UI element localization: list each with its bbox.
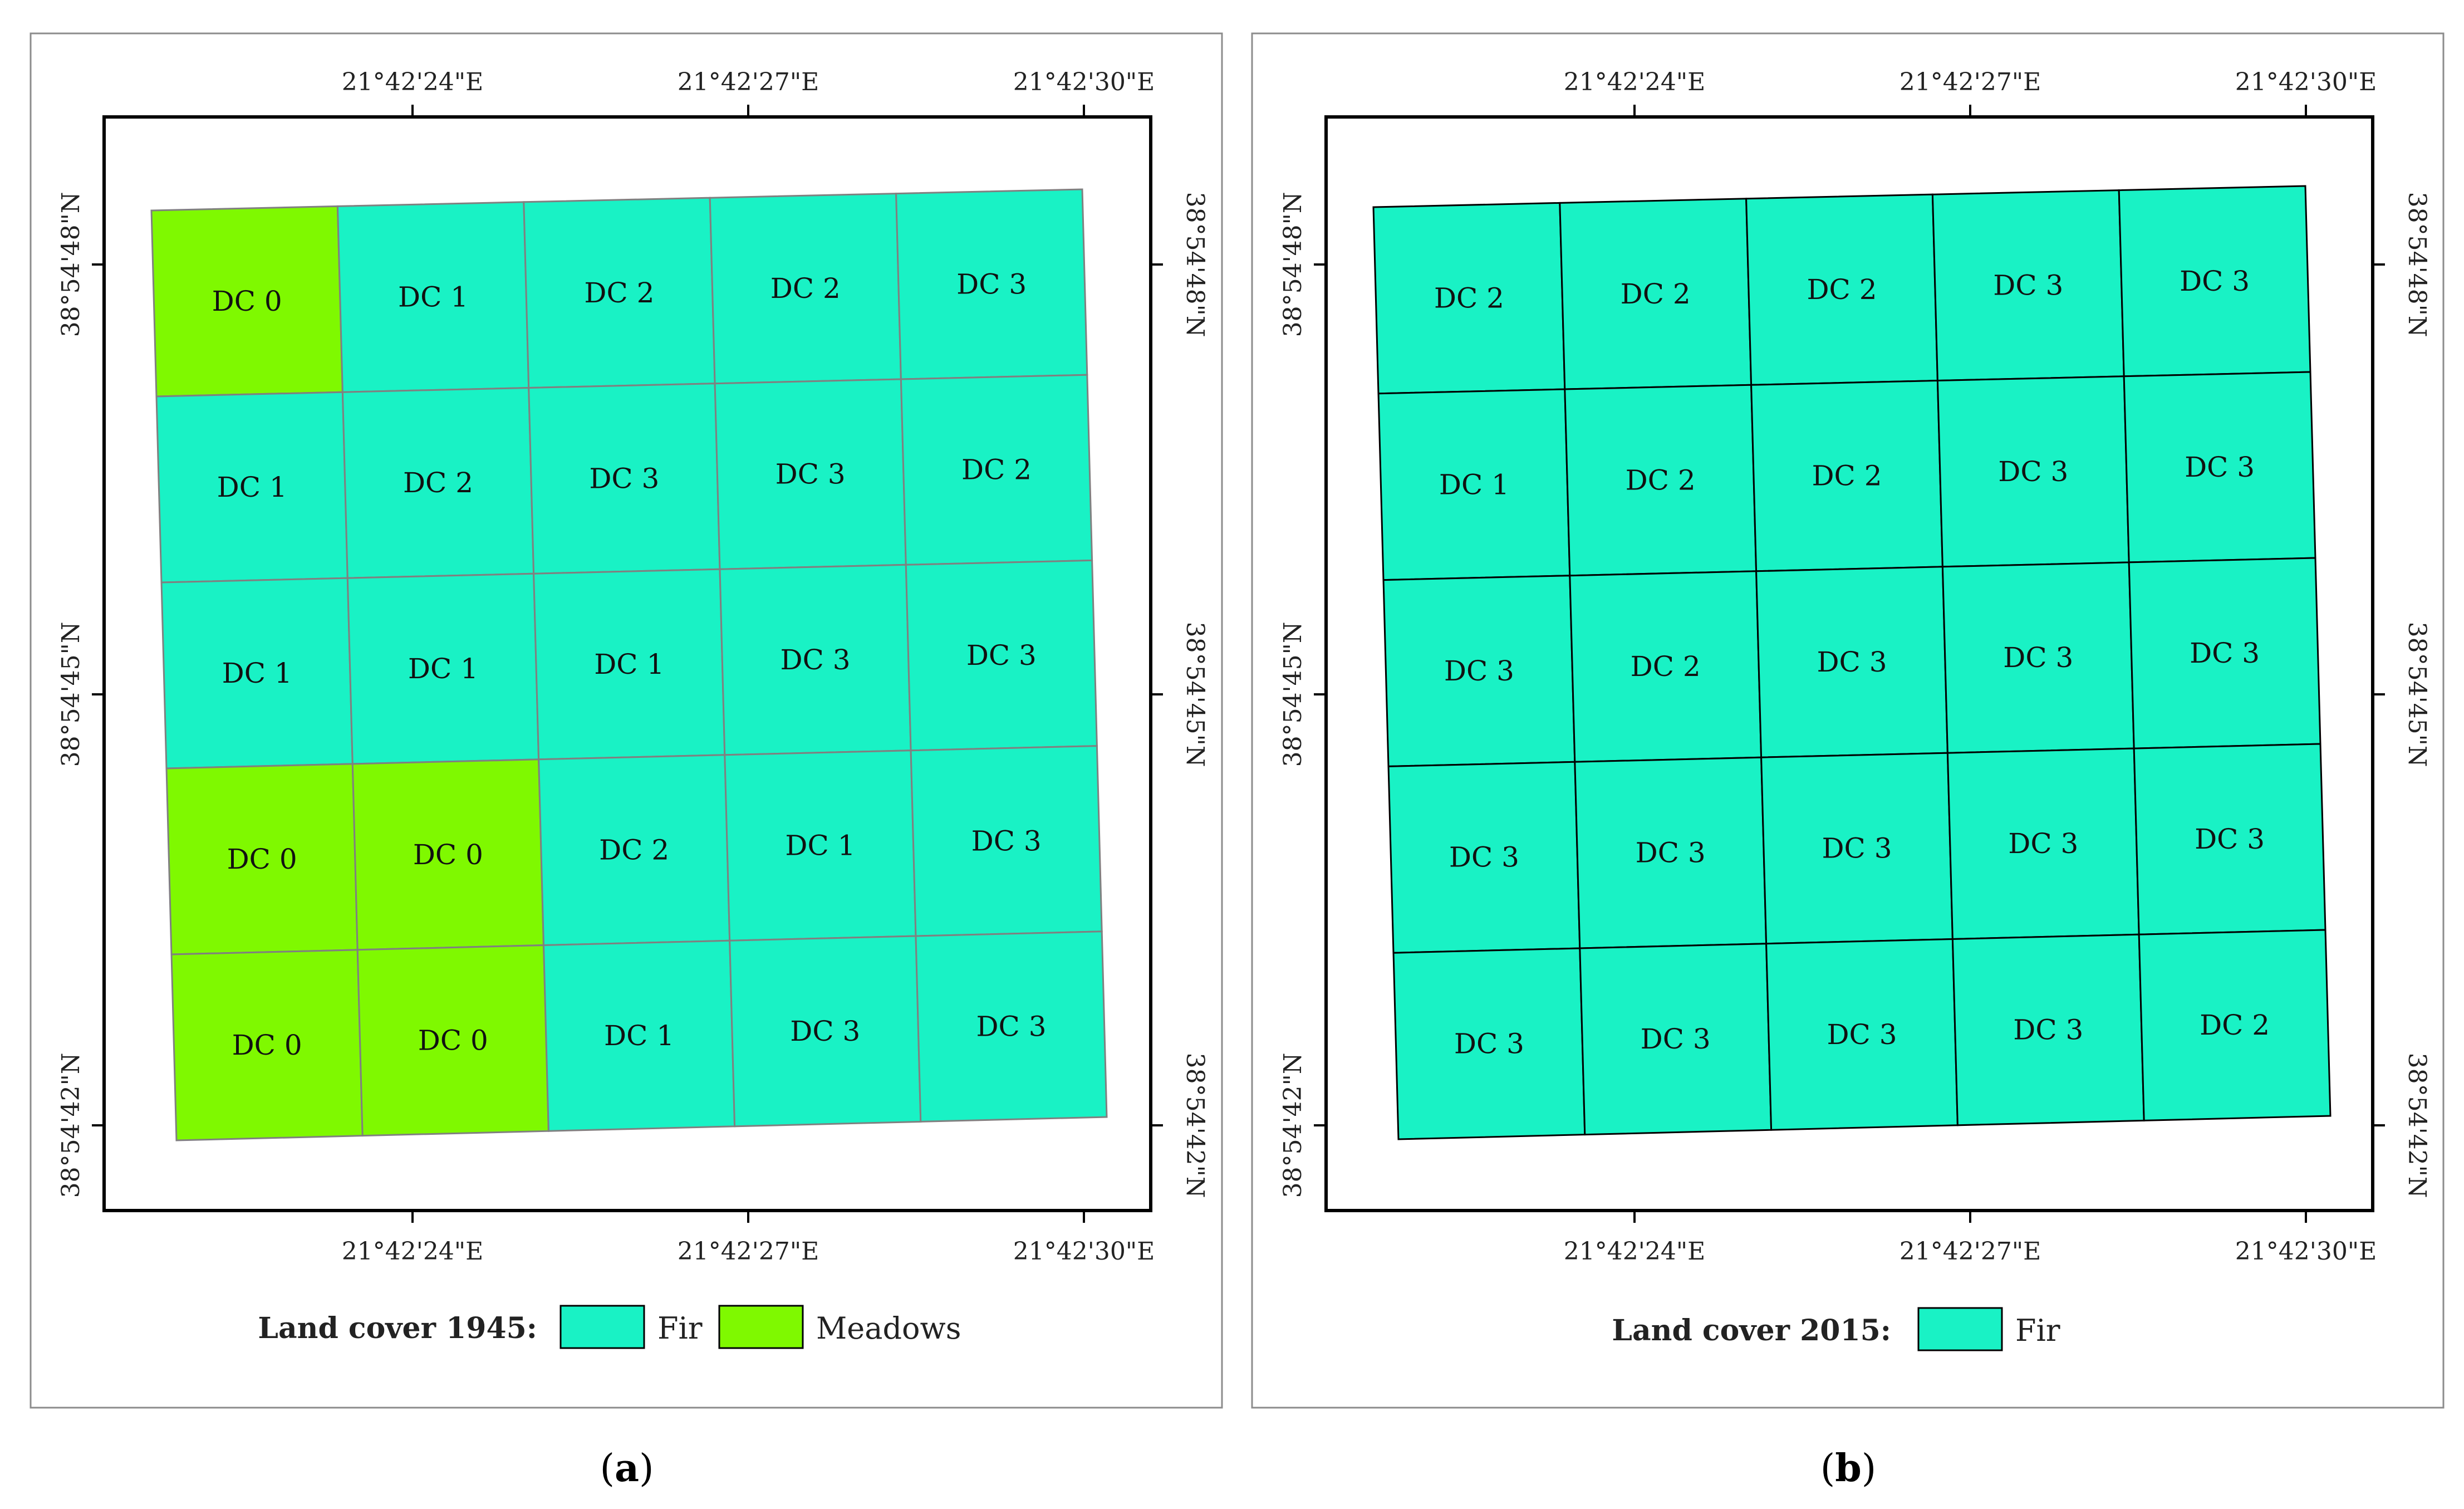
cell-label: DC 3 (775, 458, 846, 491)
cell-label: DC 3 (1444, 655, 1514, 687)
cell-label: DC 0 (212, 285, 282, 317)
legend-title: Land cover 2015: (1612, 1314, 1891, 1348)
cell-label: DC 2 (961, 454, 1032, 486)
lat-label-right: 38°54'48"N (2403, 192, 2431, 337)
cell-label: DC 3 (2003, 641, 2073, 674)
legend-swatch-fir (1917, 1307, 2003, 1351)
lat-label-left: 38°54'42"N (57, 1053, 85, 1198)
cell-label: DC 2 (1807, 273, 1877, 306)
cell-label: DC 1 (408, 653, 478, 685)
cell-label: DC 2 (584, 277, 654, 309)
lon-label-bottom: 21°42'27"E (1899, 1237, 2041, 1266)
cell-label: DC 3 (2180, 265, 2250, 297)
cell-label: DC 3 (976, 1011, 1046, 1043)
cell-label: DC 3 (1822, 832, 1892, 864)
lon-label-top: 21°42'24"E (342, 68, 483, 96)
cell-label: DC 2 (1434, 282, 1504, 315)
cell-label: DC 2 (2200, 1009, 2270, 1041)
cell-label: DC 3 (790, 1015, 860, 1047)
panel-a: DC 0 DC 1 DC 2 DC 2 DC 3 DC 1 DC 2 DC 3 DC 3 DC 2… (30, 32, 1223, 1491)
lat-label-left: 38°54'45"N (1279, 622, 1307, 767)
map-frame (1324, 115, 2374, 1212)
cell-label: DC 3 (1993, 270, 2063, 302)
lon-label-top: 21°42'24"E (1564, 68, 1705, 96)
panel-caption: (b) (1820, 1446, 1877, 1491)
legend: Land cover 2015: Fir (1612, 1307, 2060, 1351)
lat-label-right: 38°54'42"N (2403, 1053, 2431, 1198)
lon-label-bottom: 21°42'27"E (678, 1237, 819, 1266)
legend-label-fir: Fir (657, 1311, 703, 1346)
cell-label: DC 0 (227, 843, 297, 875)
cell-label: DC 1 (217, 471, 287, 503)
cell-label: DC 0 (232, 1029, 302, 1061)
lat-label-left: 38°54'45"N (57, 622, 85, 767)
cell-label: DC 3 (1998, 455, 2068, 488)
cell-label: DC 3 (781, 644, 851, 676)
cell-label: DC 1 (1439, 468, 1509, 501)
cell-label: DC 1 (594, 648, 664, 680)
cell-label: DC 3 (2013, 1013, 2083, 1046)
panel-caption-letter: b (1835, 1446, 1862, 1491)
cell-label: DC 1 (222, 657, 292, 689)
cell-label: DC 3 (971, 825, 1042, 857)
grid-cell (2138, 929, 2332, 1121)
cell-grid: DC 0 DC 1 DC 2 DC 2 DC 3 DC 1 DC 2 DC 3 DC 3 DC 2… (150, 188, 1108, 1141)
cell-label: DC 0 (413, 839, 483, 871)
legend-label-meadows: Meadows (816, 1311, 961, 1346)
cell-label: DC 3 (2195, 823, 2265, 855)
cell-label: DC 1 (604, 1020, 674, 1052)
legend-swatch-meadows (718, 1305, 804, 1349)
lon-label-top: 21°42'27"E (1899, 68, 2041, 96)
cell-label: DC 2 (1621, 278, 1691, 310)
cell-label: DC 3 (589, 462, 659, 494)
cell-label: DC 3 (966, 639, 1037, 672)
lat-label-right: 38°54'42"N (1181, 1053, 1209, 1198)
panel-b: DC 2 DC 2 DC 2 DC 3 DC 3 DC 1 DC 2 DC 2 DC 3 DC 3… (1251, 32, 2445, 1491)
cell-label: DC 2 (1631, 650, 1701, 683)
lon-label-bottom: 21°42'30"E (2235, 1237, 2377, 1266)
lon-label-bottom: 21°42'24"E (342, 1237, 483, 1266)
cell-label: DC 3 (1454, 1027, 1524, 1060)
lat-label-right: 38°54'48"N (1181, 192, 1209, 337)
cell-label: DC 3 (1636, 837, 1706, 869)
legend-label-fir: Fir (2015, 1313, 2060, 1348)
legend-swatch-fir (559, 1305, 645, 1349)
map-frame (102, 115, 1152, 1212)
cell-label: DC 3 (1449, 841, 1519, 874)
grid-cell (915, 930, 1108, 1123)
cell-label: DC 3 (1817, 646, 1887, 678)
cell-label: DC 2 (599, 834, 669, 866)
cell-label: DC 3 (2185, 451, 2255, 483)
cell-label: DC 2 (1626, 464, 1696, 496)
lat-label-left: 38°54'48"N (57, 192, 85, 337)
lat-label-left: 38°54'42"N (1279, 1053, 1307, 1198)
cell-label: DC 2 (1812, 460, 1882, 492)
cell-label: DC 1 (785, 829, 855, 861)
cell-label: DC 0 (418, 1025, 488, 1057)
cell-label: DC 2 (770, 272, 841, 305)
cell-label: DC 3 (1827, 1018, 1897, 1051)
lat-label-right: 38°54'45"N (2403, 622, 2431, 767)
lat-label-right: 38°54'45"N (1181, 622, 1209, 767)
lon-label-bottom: 21°42'24"E (1564, 1237, 1705, 1266)
cell-label: DC 2 (403, 467, 473, 499)
panel-caption: (a) (600, 1446, 654, 1491)
cell-label: DC 3 (1641, 1023, 1711, 1055)
lon-label-bottom: 21°42'30"E (1013, 1237, 1155, 1266)
cell-label: DC 3 (2008, 827, 2078, 860)
cell-label: DC 1 (398, 281, 468, 313)
lon-label-top: 21°42'30"E (1013, 68, 1155, 96)
panel-caption-letter: a (615, 1446, 639, 1491)
legend: Land cover 1945: Fir Meadows (258, 1305, 961, 1349)
lon-label-top: 21°42'27"E (678, 68, 819, 96)
cell-label: DC 3 (956, 268, 1027, 300)
lat-label-left: 38°54'48"N (1279, 192, 1307, 337)
lon-label-top: 21°42'30"E (2235, 68, 2377, 96)
legend-title: Land cover 1945: (258, 1311, 537, 1345)
cell-label: DC 3 (2190, 637, 2260, 669)
cell-grid: DC 2 DC 2 DC 2 DC 3 DC 3 DC 1 DC 2 DC 2 DC 3 DC 3… (1372, 185, 2332, 1140)
